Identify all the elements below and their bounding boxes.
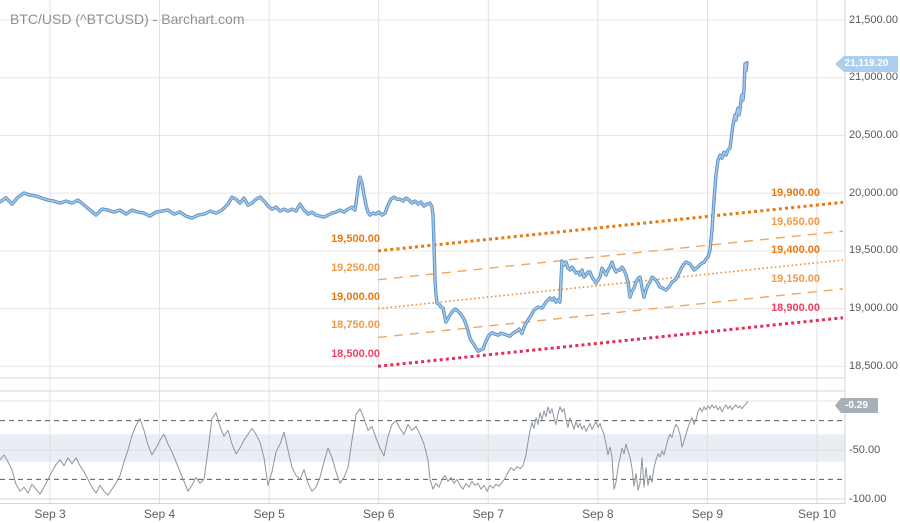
trendline-right-label: 19,400.00 [771,244,820,257]
y-axis-price-label: 19,500.00 [849,244,898,257]
trendline-left-label: 19,000.00 [331,290,380,303]
trendline-right-label: 19,900.00 [771,186,820,199]
trendline-right-label: 19,150.00 [771,273,820,286]
trendline-right-label: 19,650.00 [771,215,820,228]
x-axis-date-label: Sep 5 [253,507,285,521]
x-axis-date-label: Sep 7 [472,507,504,521]
y-axis-oscillator-label: -50.00 [849,443,881,456]
trendline-left-label: 18,500.00 [331,348,380,361]
trend-line [377,288,844,339]
y-axis-price-label: 19,000.00 [849,302,898,315]
trendline-left-label: 19,500.00 [331,232,380,245]
trend-line [377,230,844,281]
trendline-right-label: 18,900.00 [771,302,820,315]
trendline-left-label: 19,250.00 [331,261,380,274]
x-axis-date-label: Sep 6 [363,507,395,521]
x-axis-date-label: Sep 9 [691,507,724,521]
chart-title: BTC/USD (^BTCUSD) - Barchart.com [10,11,245,27]
oscillator-series-line [0,400,749,496]
y-axis-price-label: 18,500.00 [849,359,898,372]
price-series-line [0,61,749,353]
y-axis-oscillator-label: -100.00 [849,492,887,505]
last-price-badge: 21,119.20 [835,56,898,72]
trendline-left-label: 18,750.00 [331,319,380,332]
oscillator-neutral-band [0,434,845,462]
x-axis-date-label: Sep 10 [797,507,836,521]
indicator-value-badge: -0.29 [835,398,878,413]
x-axis-date-label: Sep 8 [582,507,614,521]
y-axis-price-label: 21,500.00 [849,13,898,26]
y-axis-price-label: 21,000.00 [849,71,898,84]
trend-line [377,316,844,368]
y-axis-price-label: 20,500.00 [849,128,898,141]
x-axis-date-label: Sep 3 [34,507,66,521]
price-series-line-highlight [0,61,748,352]
y-axis-price-label: 20,000.00 [849,186,898,199]
x-axis-date-label: Sep 4 [143,507,176,521]
